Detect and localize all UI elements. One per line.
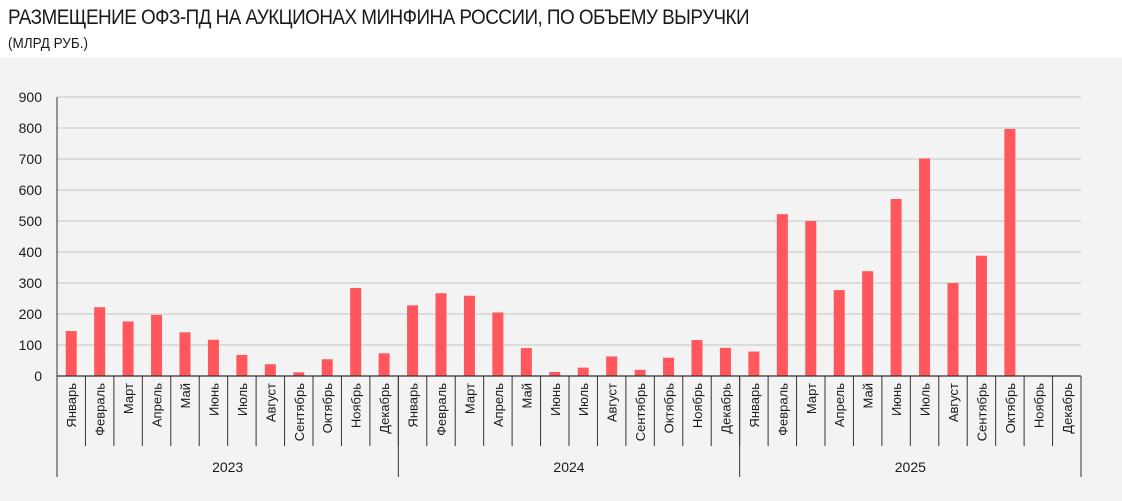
year-label-2023: 2023 bbox=[212, 459, 243, 475]
bar-2023-8 bbox=[264, 364, 276, 376]
bar-2024-4 bbox=[492, 312, 504, 376]
chart-background bbox=[0, 58, 1122, 501]
bar-2024-3 bbox=[463, 295, 475, 376]
bar-2024-12 bbox=[719, 347, 731, 376]
y-tick-label: 200 bbox=[19, 306, 43, 322]
bar-2023-6 bbox=[207, 339, 219, 376]
bar-2023-11 bbox=[350, 287, 362, 376]
bar-2024-8 bbox=[606, 356, 618, 376]
x-tick-label: Июнь bbox=[548, 383, 563, 416]
bar-2023-2 bbox=[94, 307, 106, 376]
y-tick-label: 100 bbox=[19, 337, 43, 353]
x-tick-label: Декабрь bbox=[377, 383, 392, 434]
x-tick-label: Октябрь bbox=[662, 383, 677, 434]
x-tick-label: Август bbox=[263, 383, 278, 422]
y-tick-label: 0 bbox=[34, 368, 42, 384]
x-tick-label: Май bbox=[861, 383, 876, 408]
y-tick-label: 400 bbox=[19, 244, 43, 260]
x-tick-label: Июль bbox=[918, 383, 933, 416]
y-tick-label: 500 bbox=[19, 213, 43, 229]
x-tick-label: Декабрь bbox=[718, 383, 733, 434]
bar-2025-9 bbox=[975, 255, 987, 376]
bar-2023-10 bbox=[321, 359, 333, 376]
chart-title: РАЗМЕЩЕНИЕ ОФЗ-ПД НА АУКЦИОНАХ МИНФИНА Р… bbox=[8, 6, 750, 29]
x-tick-label: Июль bbox=[576, 383, 591, 416]
x-tick-label: Январь bbox=[406, 383, 421, 428]
bar-2023-1 bbox=[65, 331, 77, 376]
bar-2024-10 bbox=[663, 357, 675, 376]
x-tick-label: Октябрь bbox=[1003, 383, 1018, 434]
x-tick-label: Февраль bbox=[434, 383, 449, 436]
y-tick-label: 700 bbox=[19, 151, 43, 167]
bar-2023-9 bbox=[293, 372, 305, 376]
x-tick-label: Январь bbox=[64, 383, 79, 428]
bar-2025-10 bbox=[1004, 128, 1016, 376]
x-tick-label: Март bbox=[804, 383, 819, 414]
y-tick-label: 600 bbox=[19, 182, 43, 198]
year-label-2024: 2024 bbox=[553, 459, 584, 475]
x-tick-label: Май bbox=[178, 383, 193, 408]
x-tick-label: Сентябрь bbox=[292, 383, 307, 441]
bar-2024-1 bbox=[407, 305, 419, 376]
bar-2025-6 bbox=[890, 198, 902, 376]
y-tick-label: 800 bbox=[19, 120, 43, 136]
x-tick-label: Сентябрь bbox=[633, 383, 648, 441]
x-tick-label: Март bbox=[462, 383, 477, 414]
bar-2025-8 bbox=[947, 283, 959, 376]
x-tick-label: Сентябрь bbox=[974, 383, 989, 441]
y-tick-label: 900 bbox=[19, 89, 43, 105]
x-tick-label: Март bbox=[121, 383, 136, 414]
bar-2025-5 bbox=[862, 271, 874, 376]
bar-2024-7 bbox=[577, 367, 589, 376]
bar-2023-4 bbox=[151, 314, 163, 376]
x-tick-label: Август bbox=[946, 383, 961, 422]
x-tick-label: Апрель bbox=[491, 383, 506, 427]
x-tick-label: Ноябрь bbox=[349, 383, 364, 428]
x-tick-label: Май bbox=[519, 383, 534, 408]
x-tick-label: Июнь bbox=[889, 383, 904, 416]
bar-2023-5 bbox=[179, 332, 191, 376]
bar-2025-1 bbox=[748, 351, 760, 376]
bar-2023-7 bbox=[236, 354, 248, 376]
x-tick-label: Ноябрь bbox=[690, 383, 705, 428]
bar-2024-2 bbox=[435, 293, 447, 376]
y-tick-label: 300 bbox=[19, 275, 43, 291]
bar-2025-3 bbox=[805, 221, 817, 376]
chart-subtitle: (МЛРД РУБ.) bbox=[8, 35, 88, 52]
x-tick-label: Ноябрь bbox=[1031, 383, 1046, 428]
x-tick-label: Апрель bbox=[832, 383, 847, 427]
x-tick-label: Январь bbox=[747, 383, 762, 428]
year-label-2025: 2025 bbox=[895, 459, 926, 475]
bar-2024-5 bbox=[520, 348, 532, 376]
bar-2025-2 bbox=[776, 214, 788, 376]
bar-2025-7 bbox=[919, 158, 931, 376]
bar-2024-11 bbox=[691, 340, 703, 376]
x-tick-label: Октябрь bbox=[320, 383, 335, 434]
x-tick-label: Июль bbox=[235, 383, 250, 416]
bar-2023-12 bbox=[378, 353, 390, 376]
x-tick-label: Июнь bbox=[206, 383, 221, 416]
x-tick-label: Февраль bbox=[93, 383, 108, 436]
x-tick-label: Февраль bbox=[775, 383, 790, 436]
bar-2023-3 bbox=[122, 321, 134, 376]
bar-2024-9 bbox=[634, 369, 646, 376]
x-tick-label: Август bbox=[605, 383, 620, 422]
x-tick-label: Апрель bbox=[150, 383, 165, 427]
x-tick-label: Декабрь bbox=[1060, 383, 1075, 434]
bar-2024-6 bbox=[549, 371, 561, 376]
bar-2025-4 bbox=[833, 290, 845, 376]
